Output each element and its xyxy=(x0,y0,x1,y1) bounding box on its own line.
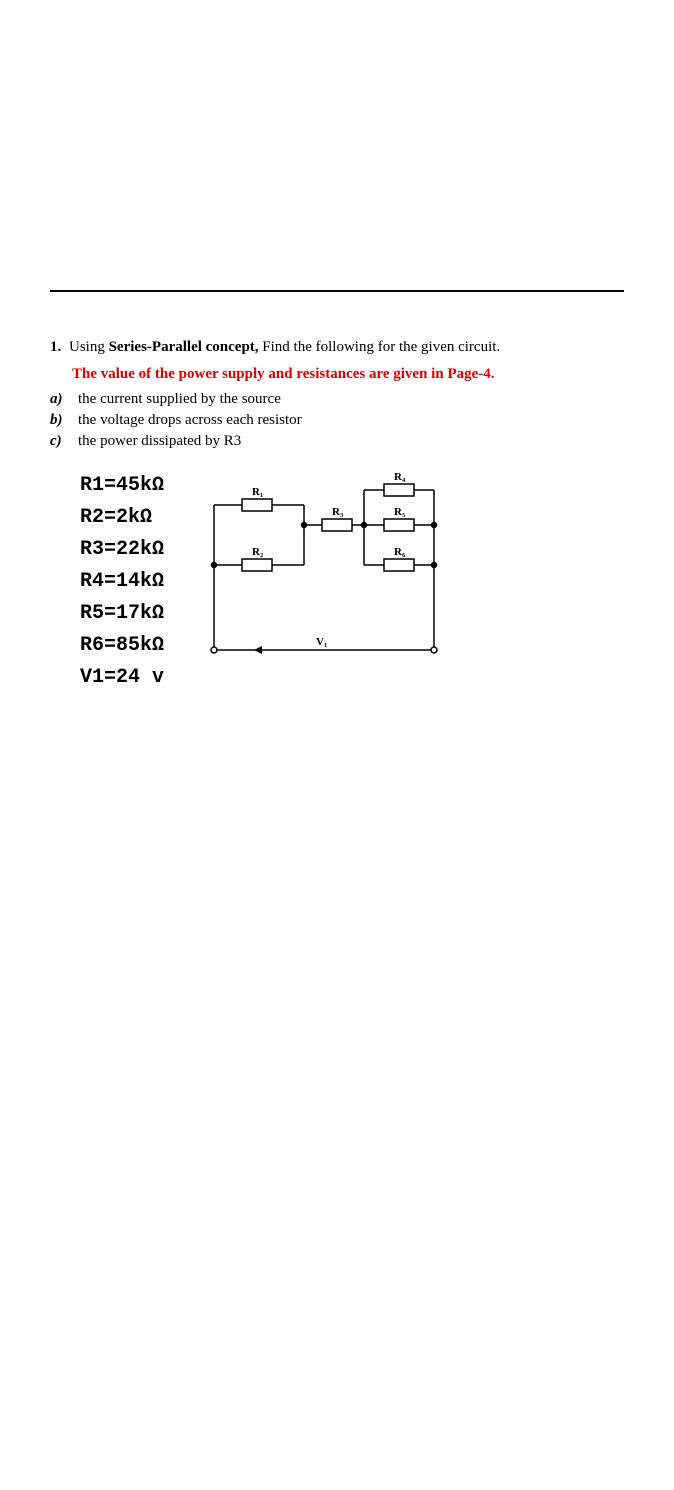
question-part: a) the current supplied by the source xyxy=(50,391,624,408)
horizontal-rule xyxy=(50,290,624,292)
question-main-line: 1. Using Series-Parallel concept, Find t… xyxy=(50,337,624,358)
circuit-label-r1: R₁ xyxy=(252,486,263,498)
question-rest: Find the following for the given circuit… xyxy=(259,339,501,355)
content-row: R1=45kΩ R2=2kΩ R3=22kΩ R4=14kΩ R5=17kΩ R… xyxy=(50,470,624,694)
question-part: c) the power dissipated by R3 xyxy=(50,433,624,450)
circuit-label-r6: R₆ xyxy=(394,546,406,558)
circuit-label-r2: R₂ xyxy=(252,546,264,558)
circuit-label-r3: R₃ xyxy=(332,506,344,518)
component-values: R1=45kΩ R2=2kΩ R3=22kΩ R4=14kΩ R5=17kΩ R… xyxy=(80,470,164,694)
circuit-svg: R₁ R₂ R₃ R₄ R₅ R₆ V₁ xyxy=(194,470,454,670)
value-r5: R5=17kΩ xyxy=(80,598,164,630)
question-bold: Series-Parallel concept, xyxy=(109,339,259,355)
page: 1. Using Series-Parallel concept, Find t… xyxy=(0,290,674,694)
value-r4: R4=14kΩ xyxy=(80,566,164,598)
value-v1: V1=24 v xyxy=(80,662,164,694)
question-parts: a) the current supplied by the source b)… xyxy=(50,391,624,450)
part-text: the power dissipated by R3 xyxy=(78,433,241,450)
question-text: Using Series-Parallel concept, Find the … xyxy=(69,339,500,355)
question-part: b) the voltage drops across each resisto… xyxy=(50,412,624,429)
question-red-line: The value of the power supply and resist… xyxy=(72,364,624,385)
circuit-label-r4: R₄ xyxy=(394,471,406,483)
red-instruction: The value of the power supply and resist… xyxy=(72,366,495,382)
value-r1: R1=45kΩ xyxy=(80,470,164,502)
question-lead: Using xyxy=(69,339,109,355)
part-letter: a) xyxy=(50,391,78,408)
part-text: the voltage drops across each resistor xyxy=(78,412,302,429)
value-r2: R2=2kΩ xyxy=(80,502,164,534)
circuit-label-v1: V₁ xyxy=(316,636,327,648)
circuit-diagram: R₁ R₂ R₃ R₄ R₅ R₆ V₁ xyxy=(194,470,454,670)
part-text: the current supplied by the source xyxy=(78,391,281,408)
part-letter: c) xyxy=(50,433,78,450)
value-r3: R3=22kΩ xyxy=(80,534,164,566)
circuit-label-r5: R₅ xyxy=(394,506,406,518)
part-letter: b) xyxy=(50,412,78,429)
value-r6: R6=85kΩ xyxy=(80,630,164,662)
question-number: 1. xyxy=(50,339,61,355)
